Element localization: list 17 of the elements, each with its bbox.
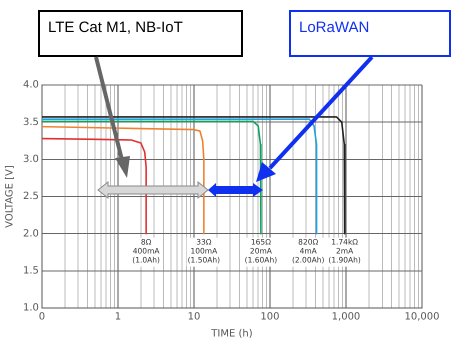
text: LoRaWAN	[289, 10, 451, 57]
y-tick-label: 3.5	[22, 116, 39, 128]
y-tick-label: 2.0	[22, 228, 39, 240]
x-tick-label: 1	[114, 312, 122, 323]
y-tick-label: 3.0	[22, 154, 39, 165]
x-axis-title: TIME (h)	[210, 328, 253, 340]
y-tick-label: 1.0	[22, 302, 39, 314]
x-tick-label: 10,000	[404, 312, 440, 323]
x-tick-label: 10	[188, 312, 200, 323]
x-tick-label: 0	[38, 312, 46, 323]
y-axis-title: VOLTAGE [V]	[4, 165, 16, 228]
y-tick-label: 2.5	[22, 191, 39, 202]
text: LTE Cat M1, NB-IoT	[38, 10, 243, 57]
y-tick-label: 4.0	[22, 80, 39, 91]
x-tick-label: 1,000	[332, 312, 360, 323]
x-tick-label: 100	[260, 312, 280, 323]
y-tick-label: 1.5	[22, 265, 39, 276]
